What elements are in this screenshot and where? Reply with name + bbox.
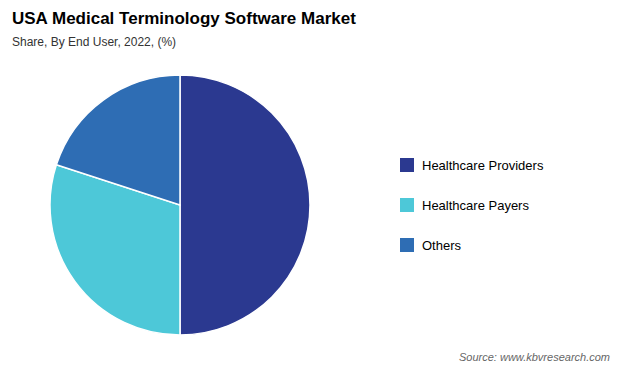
legend: Healthcare Providers Healthcare Payers Oth… (400, 158, 544, 253)
title: USA Medical Terminology Software Market (12, 9, 356, 28)
legend-swatch (400, 238, 414, 252)
legend-swatch (400, 158, 414, 172)
legend-item: Healthcare Providers (400, 158, 544, 173)
source: Source: www.kbvresearch.com (459, 351, 610, 363)
slice (56, 75, 180, 205)
slice (180, 75, 310, 335)
legend-label: Healthcare Providers (422, 158, 544, 173)
legend-item: Others (400, 238, 462, 253)
subtitle: Share, By End User, 2022, (%) (12, 35, 176, 49)
legend-label: Others (422, 238, 462, 253)
pie (50, 75, 310, 335)
legend-swatch (400, 198, 414, 212)
legend-label: Healthcare Payers (422, 198, 529, 213)
chart: USA Medical Terminology Software Market S… (0, 0, 620, 369)
legend-item: Healthcare Payers (400, 198, 529, 213)
